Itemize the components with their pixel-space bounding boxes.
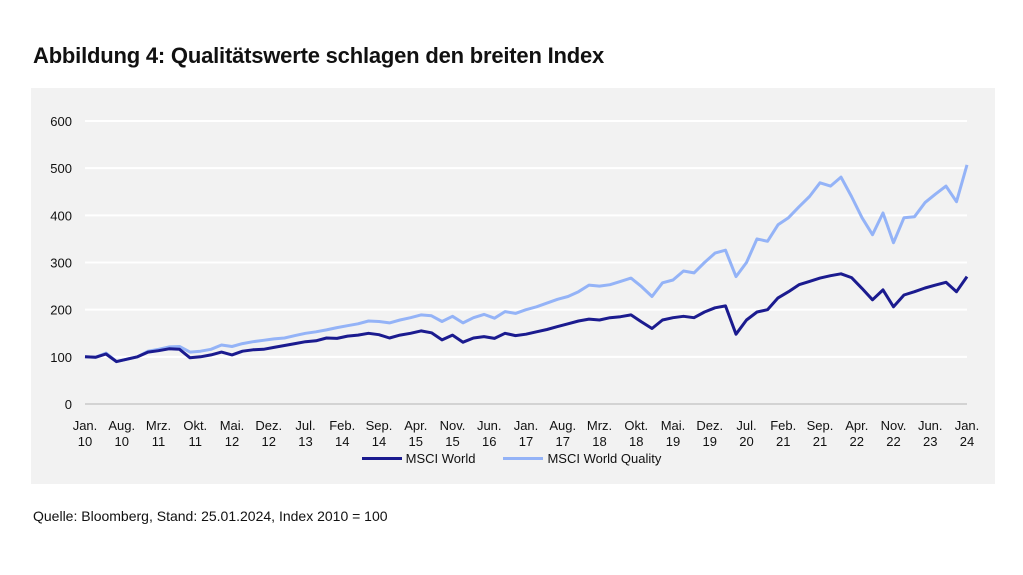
x-tick-label-month: Dez. — [696, 418, 723, 433]
x-tick-label-month: Aug. — [108, 418, 135, 433]
x-tick-label-month: Aug. — [549, 418, 576, 433]
x-tick-label-month: Jan. — [73, 418, 98, 433]
x-tick-label-month: Apr. — [404, 418, 427, 433]
x-tick-label-year: 11 — [189, 434, 203, 449]
x-tick-label-year: 17 — [519, 434, 533, 449]
y-tick-label: 400 — [50, 208, 72, 223]
x-tick-label-year: 11 — [152, 434, 166, 449]
x-tick-label-month: Jul. — [295, 418, 315, 433]
legend: MSCI World MSCI World Quality — [0, 451, 1023, 466]
x-tick-label-month: Nov. — [440, 418, 466, 433]
y-tick-label: 500 — [50, 161, 72, 176]
x-tick-label-year: 16 — [482, 434, 496, 449]
x-tick-label-month: Mai. — [220, 418, 245, 433]
x-tick-label-month: Jun. — [477, 418, 502, 433]
x-tick-label-year: 13 — [298, 434, 312, 449]
legend-label-msci-world: MSCI World — [405, 451, 476, 466]
x-tick-label-year: 10 — [115, 434, 129, 449]
series-lines — [84, 164, 969, 364]
x-tick-label-month: Apr. — [845, 418, 868, 433]
x-tick-label-year: 20 — [739, 434, 753, 449]
x-tick-label-month: Sep. — [807, 418, 834, 433]
x-tick-label-year: 14 — [335, 434, 349, 449]
x-tick-label-month: Okt. — [624, 418, 648, 433]
chart-panel — [31, 88, 995, 484]
x-tick-label-year: 17 — [556, 434, 570, 449]
x-tick-label-month: Jun. — [918, 418, 943, 433]
legend-swatch-msci-world — [361, 457, 402, 460]
x-tick-label-month: Mrz. — [587, 418, 612, 433]
x-tick-label-month: Jul. — [736, 418, 756, 433]
x-tick-label-month: Okt. — [183, 418, 207, 433]
source-note: Quelle: Bloomberg, Stand: 25.01.2024, In… — [33, 508, 388, 524]
x-tick-label-year: 22 — [850, 434, 864, 449]
series-line-msci-world — [84, 272, 969, 364]
x-tick-label-year: 24 — [960, 434, 974, 449]
x-tick-label-year: 18 — [592, 434, 606, 449]
x-tick-label-year: 12 — [262, 434, 276, 449]
y-tick-label: 200 — [50, 303, 72, 318]
x-tick-label-year: 12 — [225, 434, 239, 449]
x-tick-label-month: Feb. — [770, 418, 796, 433]
x-tick-label-year: 15 — [409, 434, 423, 449]
x-tick-label-year: 21 — [776, 434, 790, 449]
legend-item-msci-world-quality: MSCI World Quality — [503, 451, 661, 466]
x-tick-label-year: 18 — [629, 434, 643, 449]
x-tick-label-year: 21 — [813, 434, 827, 449]
y-tick-label: 0 — [65, 397, 72, 412]
x-tick-label-year: 10 — [78, 434, 92, 449]
x-tick-label-month: Nov. — [881, 418, 907, 433]
x-tick-label-month: Mrz. — [146, 418, 171, 433]
x-tick-label-year: 23 — [923, 434, 937, 449]
x-tick-label-year: 14 — [372, 434, 386, 449]
legend-item-msci-world: MSCI World — [361, 451, 476, 466]
y-tick-label: 300 — [50, 256, 72, 271]
x-tick-label-month: Jan. — [514, 418, 539, 433]
y-axis-ticks: 0 100 200 300 400 500 600 — [50, 114, 72, 412]
y-tick-label: 600 — [50, 114, 72, 129]
x-tick-label-month: Dez. — [255, 418, 282, 433]
x-tick-label-year: 15 — [445, 434, 459, 449]
legend-label-msci-world-quality: MSCI World Quality — [547, 451, 662, 466]
x-tick-label-year: 22 — [886, 434, 900, 449]
gridlines — [85, 120, 967, 405]
series-line-msci-world-quality — [84, 164, 969, 364]
x-tick-label-year: 19 — [666, 434, 680, 449]
x-tick-label-month: Mai. — [661, 418, 686, 433]
x-tick-label-year: 19 — [703, 434, 717, 449]
x-tick-label-month: Jan. — [955, 418, 980, 433]
legend-swatch-msci-world-quality — [503, 457, 544, 460]
x-tick-label-month: Sep. — [366, 418, 393, 433]
y-tick-label: 100 — [50, 350, 72, 365]
x-axis-ticks: Jan.10Aug.10Mrz.11Okt.11Mai.12Dez.12Jul.… — [73, 418, 980, 449]
x-tick-label-month: Feb. — [329, 418, 355, 433]
chart-title: Abbildung 4: Qualitätswerte schlagen den… — [33, 43, 605, 68]
